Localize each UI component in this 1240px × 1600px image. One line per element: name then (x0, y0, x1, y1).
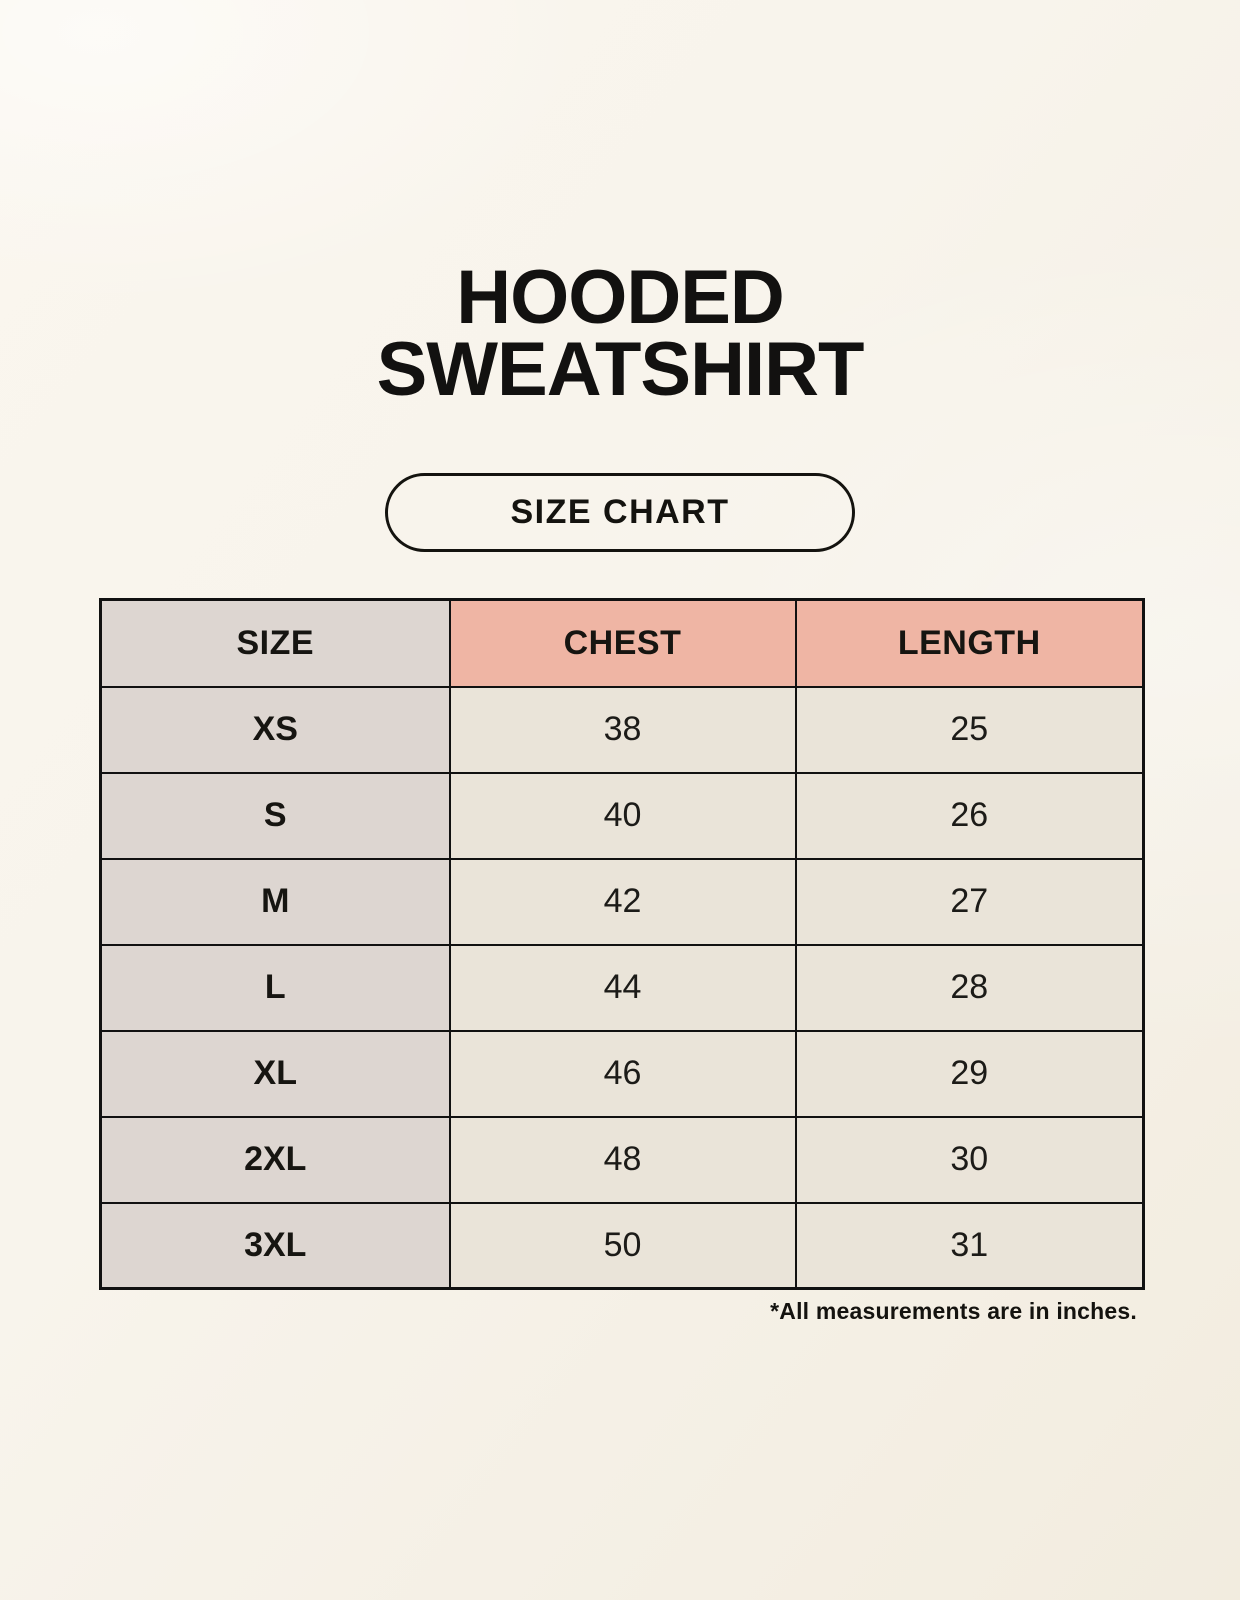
chest-value: 44 (448, 943, 797, 1032)
table-row: 3XL 50 31 (99, 1201, 1145, 1290)
length-value: 28 (794, 943, 1145, 1032)
chest-value: 46 (448, 1029, 797, 1118)
table-row: M 42 27 (99, 857, 1145, 946)
size-label: L (99, 943, 451, 1032)
size-label: XS (99, 685, 451, 774)
column-header-size: SIZE (99, 598, 451, 688)
size-label: M (99, 857, 451, 946)
length-value: 25 (794, 685, 1145, 774)
chest-value: 42 (448, 857, 797, 946)
table-row: L 44 28 (99, 943, 1145, 1032)
size-label: 2XL (99, 1115, 451, 1204)
table-row: 2XL 48 30 (99, 1115, 1145, 1204)
length-value: 30 (794, 1115, 1145, 1204)
chest-value: 50 (448, 1201, 797, 1290)
size-chart-badge: SIZE CHART (385, 473, 855, 552)
column-header-length: LENGTH (794, 598, 1145, 688)
table-row: XS 38 25 (99, 685, 1145, 774)
length-value: 31 (794, 1201, 1145, 1290)
page-title-line2: SWEATSHIRT (376, 327, 865, 412)
length-value: 29 (794, 1029, 1145, 1118)
table-header-row: SIZE CHEST LENGTH (99, 598, 1145, 688)
size-chart-table: SIZE CHEST LENGTH XS 38 25 S 40 26 M 42 … (99, 598, 1145, 1290)
measurements-footnote: *All measurements are in inches. (770, 1298, 1137, 1324)
size-label: XL (99, 1029, 451, 1118)
chest-value: 48 (448, 1115, 797, 1204)
length-value: 27 (794, 857, 1145, 946)
chest-value: 40 (448, 771, 797, 860)
size-chart-badge-label: SIZE CHART (510, 493, 730, 531)
chest-value: 38 (448, 685, 797, 774)
table-row: XL 46 29 (99, 1029, 1145, 1118)
page-title-line1: HOODED (456, 255, 785, 340)
size-label: 3XL (99, 1201, 451, 1290)
table-row: S 40 26 (99, 771, 1145, 860)
size-label: S (99, 771, 451, 860)
column-header-chest: CHEST (448, 598, 797, 688)
length-value: 26 (794, 771, 1145, 860)
page-title: HOODED SWEATSHIRT (0, 255, 1240, 412)
